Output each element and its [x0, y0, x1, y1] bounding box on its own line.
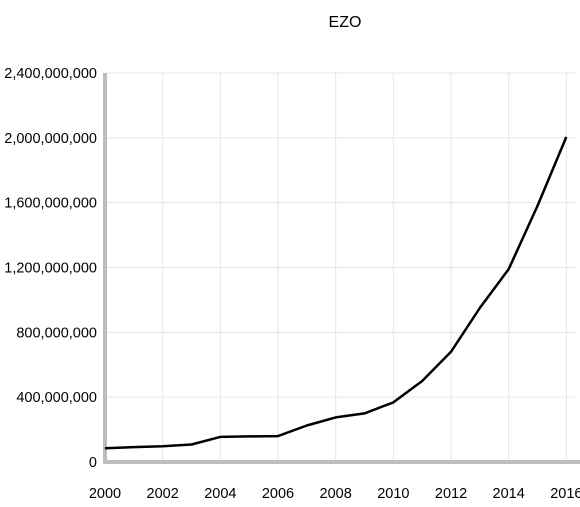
y-axis-ticks: 0 400,000,000 800,000,000 1,200,000,000 1,60… — [4, 66, 97, 471]
y-tick-label: 2,000,000,000 — [4, 131, 97, 147]
y-tick-label: 1,200,000,000 — [4, 261, 97, 277]
y-tick-label: 0 — [89, 455, 97, 471]
x-tick-label: 2016 — [550, 486, 580, 502]
x-tick-label: 2004 — [204, 486, 236, 502]
grid — [104, 72, 575, 462]
x-axis-ticks: 2000 2002 2004 2006 2008 2010 2012 2014 2016 — [89, 486, 580, 502]
x-tick-label: 2002 — [147, 486, 179, 502]
axes — [103, 73, 580, 464]
y-tick-label: 400,000,000 — [16, 390, 97, 406]
x-tick-label: 2014 — [493, 486, 525, 502]
y-tick-label: 2,400,000,000 — [4, 66, 97, 82]
x-tick-label: 2008 — [320, 486, 352, 502]
y-tick-label: 800,000,000 — [16, 325, 97, 341]
y-tick-label: 1,600,000,000 — [4, 196, 97, 212]
x-tick-label: 2006 — [262, 486, 294, 502]
series — [104, 136, 568, 450]
x-tick-label: 2012 — [435, 486, 467, 502]
x-tick-label: 2000 — [89, 486, 121, 502]
chart-title: EZO — [329, 14, 362, 31]
series-line — [104, 136, 568, 450]
x-tick-label: 2010 — [377, 486, 409, 502]
